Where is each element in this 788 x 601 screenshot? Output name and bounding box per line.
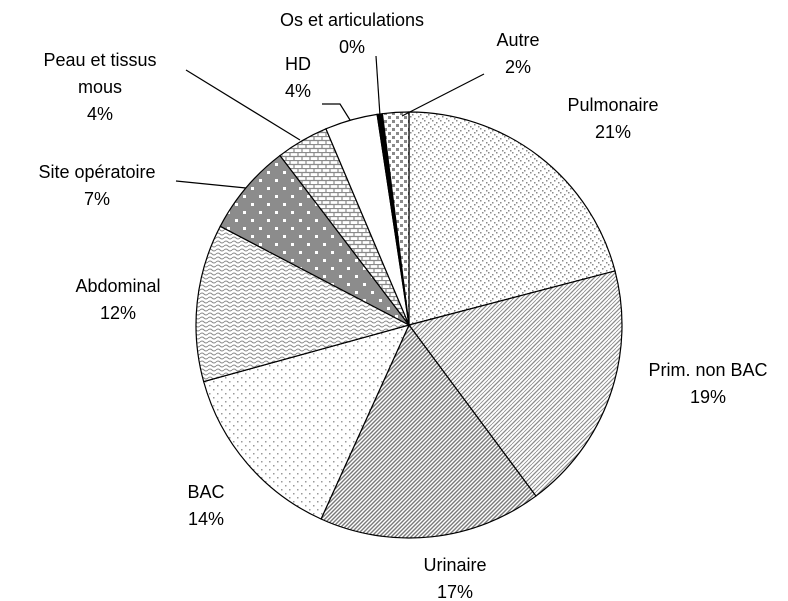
value-label: 4% xyxy=(284,81,312,101)
leader-line xyxy=(175,180,247,189)
pie-slice xyxy=(408,111,616,326)
value-label: 7% xyxy=(83,189,111,209)
slice-label: Abdominal 12% xyxy=(75,273,160,327)
leader-line xyxy=(401,73,485,117)
value-label: 4% xyxy=(86,104,113,124)
leader-line xyxy=(322,103,351,121)
slice-label: Os et articulations 0% xyxy=(280,7,424,61)
leader-line xyxy=(185,69,301,141)
category-name: Os et articulations xyxy=(279,10,425,30)
slice-label: Urinaire 17% xyxy=(423,552,486,601)
pie-slice xyxy=(202,324,411,520)
pie-slice xyxy=(320,323,537,539)
pie-slice xyxy=(195,225,411,383)
value-label: 14% xyxy=(187,509,225,529)
pie-slice xyxy=(407,270,623,497)
leader-line xyxy=(375,55,381,117)
category-name: Pulmonaire xyxy=(567,95,659,115)
slice-label: Site opératoire 7% xyxy=(38,159,155,213)
value-label: 12% xyxy=(99,303,137,323)
category-name: BAC xyxy=(187,482,225,502)
slice-label: BAC 14% xyxy=(187,479,224,533)
value-label: 0% xyxy=(338,37,365,57)
slice-label: Pulmonaire 21% xyxy=(567,92,658,146)
slice-label: HD 4% xyxy=(285,51,311,105)
category-name: Peau et tissus mous xyxy=(43,50,157,97)
category-name: Urinaire xyxy=(423,555,487,575)
value-label: 21% xyxy=(594,122,632,142)
category-name: Abdominal xyxy=(75,276,161,296)
value-label: 19% xyxy=(689,387,727,407)
slice-label: Autre 2% xyxy=(496,27,539,81)
value-label: 17% xyxy=(436,582,474,601)
category-name: Site opératoire xyxy=(38,162,156,182)
slice-label: Peau et tissus mous 4% xyxy=(30,47,170,128)
value-label: 2% xyxy=(504,57,531,77)
category-name: Autre xyxy=(496,30,540,50)
category-name: Prim. non BAC xyxy=(648,360,768,380)
slice-label: Prim. non BAC 19% xyxy=(648,357,767,411)
category-name: HD xyxy=(284,54,311,74)
